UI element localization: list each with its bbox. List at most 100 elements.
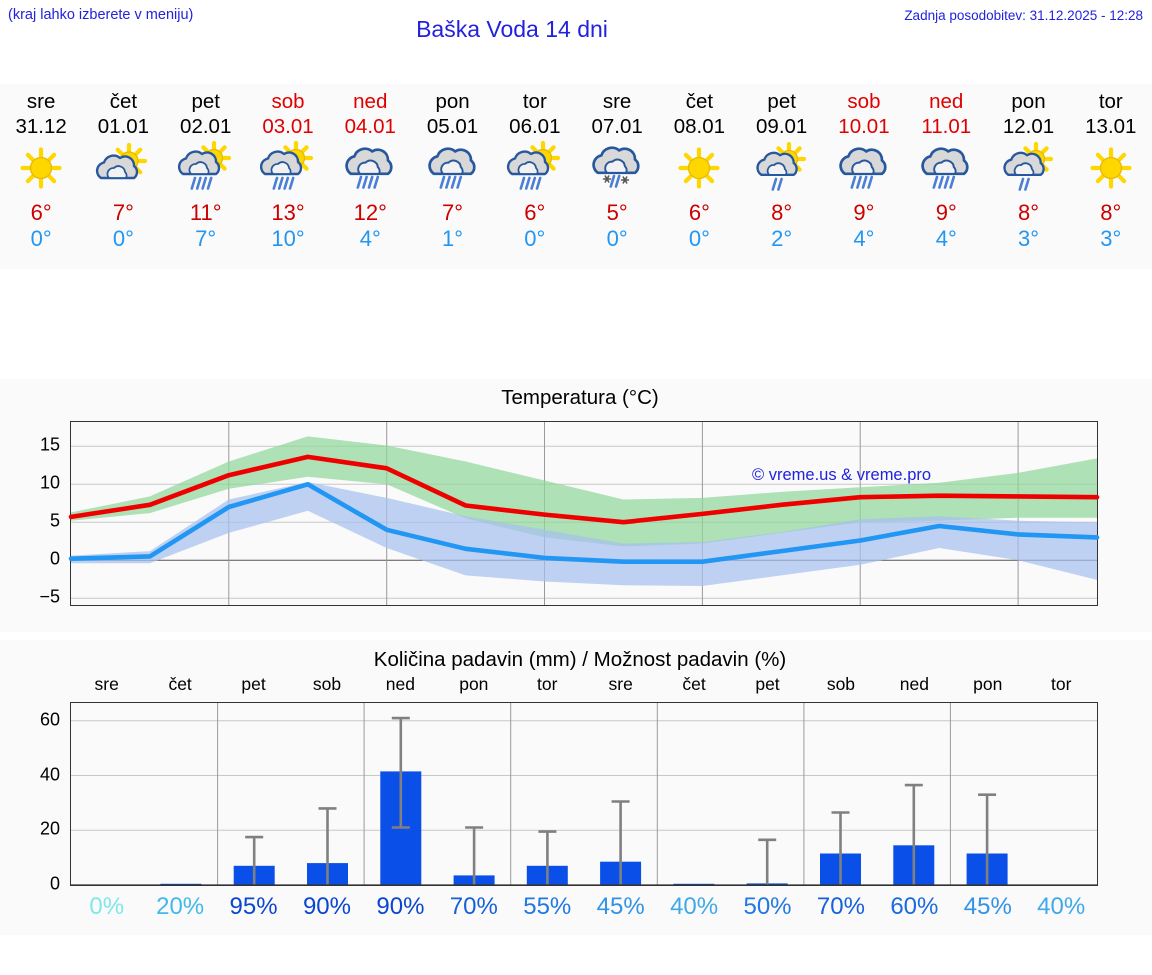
day-column-06-01[interactable]: tor 06.01 6° 0°: [494, 84, 576, 269]
day-date: 10.01: [838, 115, 890, 138]
day-date: 05.01: [426, 115, 479, 138]
day-max-temp: 12°: [353, 200, 387, 225]
sun-icon: [668, 141, 730, 199]
day-column-01-01[interactable]: čet 01.01 7° 0°: [82, 84, 164, 269]
temperature-y-tick: 5: [49, 510, 60, 531]
day-min-temp: 4°: [935, 226, 957, 251]
sun-icon: [1080, 141, 1142, 199]
day-date: 13.01: [1085, 115, 1137, 138]
day-max-temp: 6°: [688, 200, 710, 225]
day-column-08-01[interactable]: čet 08.01 6° 0°: [658, 84, 740, 269]
precipitation-y-tick: 20: [39, 818, 60, 839]
day-min-temp: 0°: [606, 226, 628, 251]
day-name: pet: [767, 90, 796, 113]
precipitation-day-label: pet: [241, 674, 266, 694]
day-min-temp: 0°: [524, 226, 546, 251]
precipitation-y-axis: 60 40 20 0: [0, 702, 64, 893]
precipitation-day-label: sob: [826, 674, 856, 694]
precipitation-probability-label: 70%: [449, 893, 498, 920]
day-date: 07.01: [591, 115, 643, 138]
temperature-chart-title: Temperatura (°C): [501, 386, 659, 409]
day-max-temp: 6°: [524, 200, 546, 225]
sun-icon: [10, 141, 72, 199]
day-max-temp: 8°: [1100, 200, 1122, 225]
day-min-temp: 4°: [853, 226, 875, 251]
precipitation-day-label: tor: [537, 674, 558, 694]
day-column-03-01[interactable]: sob 03.01 13° 10°: [247, 84, 329, 269]
day-date: 01.01: [97, 115, 150, 138]
day-name: sre: [26, 90, 56, 113]
sun-cloud-icon: [92, 141, 154, 199]
day-date: 11.01: [921, 115, 972, 138]
precipitation-day-label: čet: [682, 674, 706, 694]
temperature-line-0: [68, 454, 1100, 525]
precipitation-day-label: sob: [312, 674, 342, 694]
precipitation-probability-label: 20%: [156, 893, 205, 920]
day-min-temp: 3°: [1100, 226, 1122, 251]
day-date: 31.12: [15, 115, 67, 138]
precipitation-probability-label: 50%: [743, 893, 792, 920]
temperature-plot-area: [68, 421, 1100, 606]
day-column-05-01[interactable]: pon 05.01 7° 1°: [411, 84, 493, 269]
day-min-temp: 3°: [1017, 226, 1040, 251]
day-name: tor: [522, 90, 547, 113]
day-date: 03.01: [262, 115, 314, 138]
day-date: 02.01: [180, 115, 232, 138]
day-min-temp: 2°: [771, 226, 793, 251]
precipitation-day-label: sre: [608, 674, 633, 694]
day-max-temp: 8°: [1017, 200, 1040, 225]
day-min-temp: 1°: [442, 226, 464, 251]
precipitation-day-label: sre: [94, 674, 119, 694]
cloud-rain-icon: [833, 141, 895, 199]
precipitation-probability-label: 55%: [523, 893, 572, 920]
day-min-temp: 0°: [30, 226, 52, 251]
day-name: pon: [435, 90, 470, 113]
precipitation-day-label: pon: [973, 674, 1003, 694]
day-name: sob: [847, 90, 881, 113]
precipitation-probability-label: 95%: [229, 893, 278, 920]
sun-cloud-rain-icon: [175, 140, 237, 199]
day-column-02-01[interactable]: pet 02.01 11° 7°: [165, 84, 247, 269]
copyright-text: © vreme.us & vreme.pro: [752, 466, 932, 484]
day-name: tor: [1098, 90, 1123, 113]
precipitation-probability-label: 60%: [890, 893, 939, 920]
cloud-rain-icon: [339, 141, 401, 199]
temperature-band-0: [71, 436, 1097, 547]
day-max-temp: 6°: [30, 200, 52, 225]
day-column-04-01[interactable]: ned 04.01 12° 4°: [329, 84, 411, 269]
precipitation-day-label: čet: [168, 674, 192, 694]
precipitation-probability-label: 90%: [376, 893, 425, 920]
precipitation-day-label: pon: [459, 674, 489, 694]
day-min-temp: 7°: [195, 226, 217, 251]
precipitation-panel: Količina padavin (mm) / Možnost padavin …: [0, 640, 1152, 935]
day-column-10-01[interactable]: sob 10.01 9° 4°: [823, 84, 905, 269]
sun-cloud-lightrain-icon: [751, 141, 813, 199]
day-column-31-12[interactable]: sre 31.12 6° 0°: [0, 84, 82, 269]
last-updated-text: Zadnja posodobitev: 31.12.2025 - 12:28: [904, 8, 1143, 23]
day-name: ned: [929, 90, 964, 113]
day-max-temp: 5°: [606, 200, 628, 225]
precipitation-probability-label: 45%: [963, 893, 1012, 920]
day-max-temp: 11°: [189, 200, 222, 225]
day-name: pet: [191, 90, 220, 113]
temperature-band-1: [71, 482, 1097, 586]
day-column-13-01[interactable]: tor 13.01 8° 3°: [1070, 84, 1152, 269]
day-max-temp: 7°: [442, 200, 464, 225]
sun-cloud-rain-icon: [257, 140, 319, 199]
day-column-07-01[interactable]: sre 07.01 5° 0°: [576, 84, 658, 269]
day-name: ned: [353, 90, 388, 113]
top-bar: (kraj lahko izberete v meniju) Baška Vod…: [0, 0, 1152, 80]
day-column-12-01[interactable]: pon 12.01 8° 3°: [987, 84, 1069, 269]
day-column-09-01[interactable]: pet 09.01 8° 2°: [741, 84, 823, 269]
day-column-11-01[interactable]: ned 11.01 9° 4°: [905, 84, 987, 269]
day-name: sob: [271, 90, 305, 113]
cloud-rain-icon: [422, 141, 484, 199]
precipitation-day-label: ned: [385, 674, 415, 694]
day-max-temp: 7°: [112, 200, 134, 225]
precipitation-probability-label: 0%: [89, 893, 125, 920]
precipitation-probability-label: 40%: [1037, 893, 1086, 920]
day-min-temp: 10°: [271, 226, 305, 251]
precipitation-y-tick: 60: [39, 709, 60, 730]
precipitation-plot-area: [70, 702, 1098, 886]
day-date: 12.01: [1002, 115, 1055, 138]
